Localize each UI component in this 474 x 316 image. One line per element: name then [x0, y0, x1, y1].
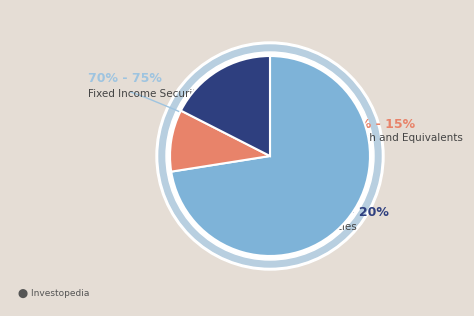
Circle shape	[156, 42, 384, 270]
Text: 70% - 75%: 70% - 75%	[88, 71, 162, 84]
Text: Cash and Equivalents: Cash and Equivalents	[350, 133, 463, 143]
Wedge shape	[170, 111, 270, 172]
Wedge shape	[171, 56, 370, 256]
Text: Fixed Income Securities: Fixed Income Securities	[88, 89, 211, 99]
Circle shape	[166, 52, 374, 260]
Circle shape	[159, 45, 381, 267]
Text: 15% - 20%: 15% - 20%	[315, 206, 389, 220]
Text: 5% - 15%: 5% - 15%	[350, 118, 415, 131]
Text: ⬤ Investopedia: ⬤ Investopedia	[18, 289, 90, 298]
Wedge shape	[181, 56, 270, 156]
Text: Equities: Equities	[315, 222, 357, 232]
